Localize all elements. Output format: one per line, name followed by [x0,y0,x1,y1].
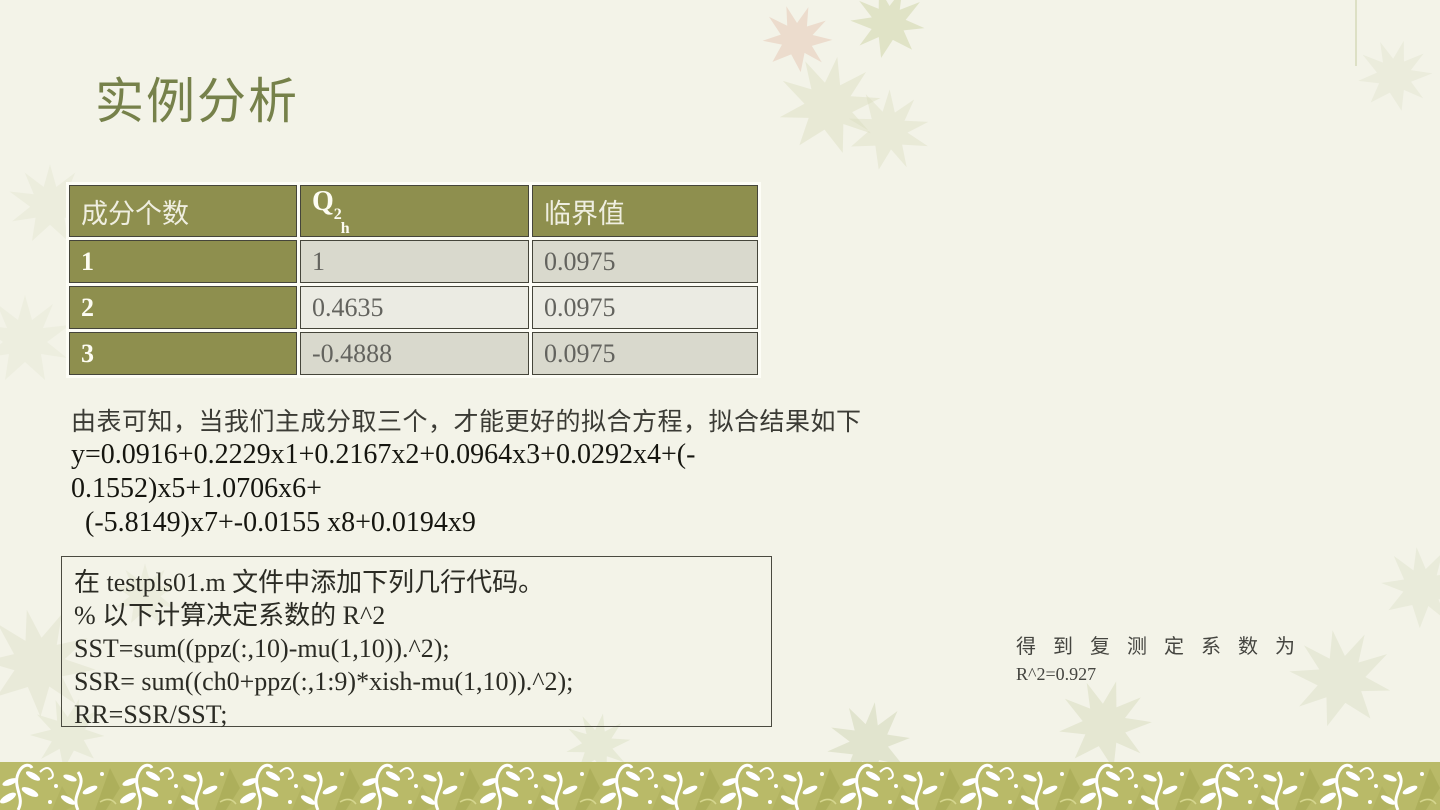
code-line: 在 testpls01.m 文件中添加下列几行代码。 [74,568,545,597]
fitted-equation-line-2: 0.1552)x5+1.0706x6+ [71,473,322,504]
conclusion-text: 由表可知，当我们主成分取三个，才能更好的拟合方程，拟合结果如下 [71,409,862,436]
q2h-value: 1 [300,240,529,283]
matlab-code-box: 在 testpls01.m 文件中添加下列几行代码。 % 以下计算决定系数的 R… [61,556,772,729]
table-header-components: 成分个数 [69,185,297,237]
q2h-value: -0.4888 [300,332,529,375]
note-r-squared: R^2=0.927 [1016,664,1097,684]
row-label: 3 [69,332,297,375]
row-label: 1 [69,240,297,283]
footer-decoration-band [0,762,1440,810]
q2h-base: Q [312,186,334,217]
row-label: 2 [69,286,297,329]
code-line: SSR= sum((ch0+ppz(:,1:9)*xish-mu(1,10)).… [74,667,574,696]
code-line: % 以下计算决定系数的 R^2 [74,601,386,630]
code-line: RR=SSR/SST; [74,700,228,729]
result-note: 得到复测定系数为 R^2=0.927 [1016,630,1296,685]
table-row: 3 -0.4888 0.0975 [69,332,758,375]
analysis-paragraph: 由表可知，当我们主成分取三个，才能更好的拟合方程，拟合结果如下 y=0.0916… [71,402,971,540]
note-text: 得到复测定系数为 [1016,636,1296,658]
fitted-equation-line-3: (-5.8149)x7+-0.0155 x8+0.0194x9 [71,507,476,538]
critical-value: 0.0975 [532,286,758,329]
critical-value: 0.0975 [532,332,758,375]
code-line: SST=sum((ppz(:,10)-mu(1,10)).^2); [74,634,450,663]
q2h-value: 0.4635 [300,286,529,329]
table-header-critical: 临界值 [532,185,758,237]
fitted-equation-line-1: y=0.0916+0.2229x1+0.2167x2+0.0964x3+0.02… [71,439,696,470]
slide-title: 实例分析 [95,74,300,129]
table-row: 2 0.4635 0.0975 [69,286,758,329]
critical-value: 0.0975 [532,240,758,283]
table-row: 1 1 0.0975 [69,240,758,283]
